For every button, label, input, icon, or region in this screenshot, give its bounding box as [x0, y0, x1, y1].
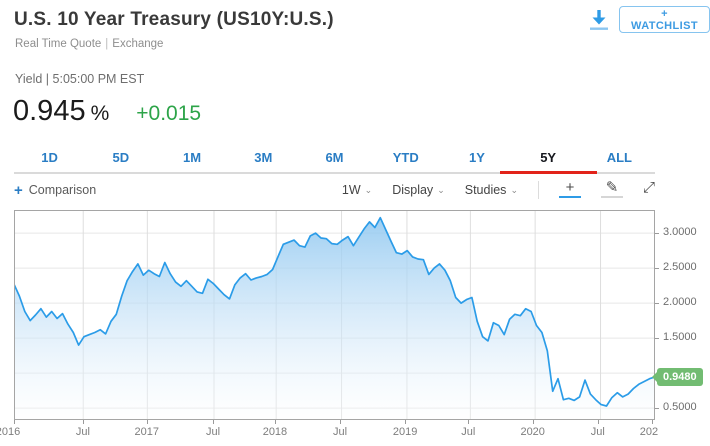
y-axis-label: 2.0000	[663, 296, 697, 309]
x-axis-label: Jul	[590, 426, 605, 438]
crosshair-tool-button[interactable]: +	[558, 179, 581, 198]
studies-label: Studies	[464, 183, 507, 197]
x-axis-label: 2018	[262, 426, 288, 438]
yield-value: 0.945	[13, 95, 86, 127]
realtime-label: Real Time Quote	[15, 38, 102, 50]
y-axis-label: 1.5000	[663, 331, 697, 344]
active-indicator	[558, 196, 581, 198]
page-title: U.S. 10 Year Treasury (US10Y:U.S.)	[14, 9, 334, 30]
toolbar-right: 1W ⌄ Display ⌄ Studies ⌄ + ✎ ⤢	[342, 179, 655, 199]
x-axis-tick	[340, 420, 342, 424]
y-axis-label: 3.0000	[663, 226, 697, 239]
display-dropdown[interactable]: Display ⌄	[392, 183, 445, 197]
studies-dropdown[interactable]: Studies ⌄	[465, 183, 518, 197]
y-axis-label: 0.5000	[663, 401, 697, 414]
tab-6m[interactable]: 6M	[325, 150, 344, 165]
expand-icon: ⤢	[642, 179, 655, 196]
line-series	[13, 216, 656, 407]
draw-tool-button[interactable]: ✎	[600, 179, 623, 198]
x-axis-label: Jul	[332, 426, 348, 438]
x-axis-tick	[82, 420, 84, 424]
plot-border	[14, 210, 655, 420]
subtitle-divider: |	[105, 38, 109, 50]
x-axis-label: Jul	[206, 426, 221, 438]
area-series	[14, 217, 655, 420]
display-label: Display	[392, 183, 434, 197]
y-axis: 3.0000 2.5000 2.0000 1.5000 0.5000	[655, 210, 710, 424]
x-axis-tick	[213, 420, 215, 424]
expand-chart-button[interactable]: ⤢	[642, 179, 655, 198]
download-button[interactable]	[585, 7, 613, 35]
x-axis-label: 2020	[520, 426, 545, 438]
quote-row: 0.945 % +0.015	[13, 95, 201, 128]
last-price-badge: 0.9480	[652, 367, 703, 386]
y-axis-tick	[655, 267, 659, 269]
tab-5d[interactable]: 5D	[112, 150, 130, 165]
quote-timestamp: Yield | 5:05:00 PM EST	[15, 72, 145, 86]
yield-area-chart	[13, 210, 656, 420]
chevron-down-icon: ⌄	[437, 185, 445, 195]
tab-all[interactable]: ALL	[606, 150, 632, 165]
comparison-label: Comparison	[28, 183, 97, 197]
yield-change: +0.015	[136, 102, 202, 125]
add-watchlist-button[interactable]: + WATCHLIST	[619, 6, 710, 33]
crosshair-icon: +	[565, 179, 575, 196]
download-icon	[590, 10, 608, 30]
x-axis-tick	[405, 420, 407, 424]
y-axis-tick	[655, 337, 659, 339]
chart-toolbar: + Comparison 1W ⌄ Display ⌄ Studies ⌄ + …	[14, 179, 655, 201]
toolbar-divider	[537, 181, 539, 199]
tab-ytd[interactable]: YTD	[392, 150, 419, 165]
plus-icon: +	[14, 181, 23, 199]
exchange-label: Exchange	[112, 38, 164, 50]
pencil-icon: ✎	[605, 179, 619, 196]
tab-1m[interactable]: 1M	[183, 150, 202, 165]
x-axis-tick	[597, 420, 599, 424]
chevron-down-icon: ⌄	[510, 185, 518, 195]
range-tabs: 1D 5D 1M 3M 6M YTD 1Y 5Y ALL	[14, 146, 655, 174]
x-axis-tick	[532, 420, 534, 424]
interval-value: 1W	[341, 183, 361, 197]
x-axis-label: Jul	[461, 426, 476, 438]
inactive-indicator	[600, 196, 623, 198]
x-axis-tick	[274, 420, 276, 424]
add-comparison-button[interactable]: + Comparison	[14, 182, 96, 199]
y-axis-tick	[655, 407, 659, 409]
x-axis-label: 2019	[392, 426, 418, 438]
tab-1y[interactable]: 1Y	[468, 150, 485, 165]
x-axis-label: 2021	[639, 426, 658, 438]
tab-1d[interactable]: 1D	[41, 150, 58, 165]
tab-5y[interactable]: 5Y	[499, 146, 598, 174]
quote-subtitle: Real Time Quote | Exchange	[15, 38, 163, 50]
x-axis-tick	[468, 420, 470, 424]
x-axis-label: 2016	[0, 426, 21, 438]
chart-plot-area[interactable]	[13, 210, 656, 420]
tab-3m[interactable]: 3M	[254, 150, 273, 165]
y-axis-tick	[655, 302, 659, 304]
x-axis-tick	[652, 420, 653, 424]
chevron-down-icon: ⌄	[364, 185, 373, 195]
y-axis-tick	[655, 232, 659, 234]
y-axis-label: 2.5000	[663, 261, 697, 274]
x-axis-label: 2017	[134, 426, 159, 438]
interval-dropdown[interactable]: 1W ⌄	[342, 183, 372, 197]
x-axis-label: Jul	[75, 426, 90, 438]
yield-unit: %	[90, 102, 110, 125]
x-axis-tick	[146, 420, 148, 424]
x-axis: 2016 Jul 2017 Jul 2018 Jul 2019 Jul 2020 Jul 2021	[0, 420, 658, 444]
x-axis-tick	[14, 420, 15, 424]
